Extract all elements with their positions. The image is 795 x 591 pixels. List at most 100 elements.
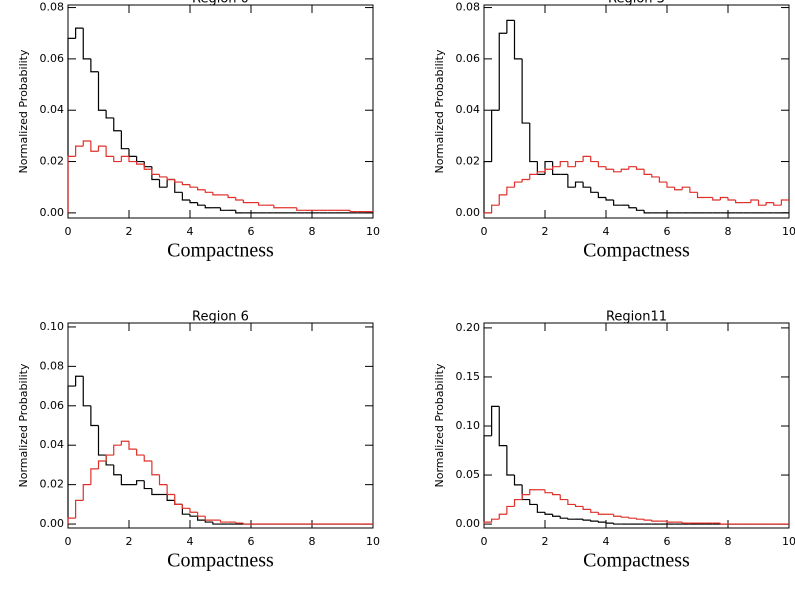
histogram-step [197,187,206,191]
y-tick-label: 0.08 [456,1,481,14]
x-tick-label: 0 [481,535,488,548]
y-tick-label: 0.00 [40,517,65,530]
histogram-step [181,192,190,201]
histogram-step [529,489,538,495]
y-tick-label: 0.00 [456,517,481,530]
histogram-step [681,522,690,524]
histogram-step [544,168,553,172]
histogram-step [235,197,244,201]
histogram-step [136,161,145,165]
histogram-step [128,156,137,163]
x-axis-label: Compactness [167,550,274,572]
histogram-step [128,148,137,158]
chart-title: Region 6 [192,310,249,325]
histogram-step [628,205,637,209]
histogram-step [227,194,236,199]
histogram-step [536,504,545,513]
histogram-step [204,516,213,521]
histogram-step [204,189,213,193]
x-tick-label: 2 [542,225,549,238]
histogram-step [90,468,99,485]
plot-frame [483,4,790,219]
histogram-step [120,440,129,446]
histogram-step [105,454,114,461]
histogram-step [521,484,530,501]
histogram-step [582,519,591,521]
histogram-step [567,174,576,188]
histogram-step [483,521,492,525]
histogram-step [75,499,84,519]
x-tick-label: 0 [65,535,72,548]
histogram-step [97,425,107,456]
histogram-step [273,205,282,209]
histogram-step [158,174,168,178]
histogram-step [590,509,599,513]
histogram-step [597,512,606,515]
histogram-step [552,492,561,496]
histogram-step [567,518,576,520]
histogram-step [613,523,622,525]
histogram-step [735,200,744,204]
histogram-step [582,155,591,162]
histogram-step [628,166,637,170]
histogram-step [204,520,213,523]
histogram-step [67,385,76,525]
histogram-step [128,441,137,450]
histogram-step [574,160,584,167]
y-tick-label: 0.10 [456,419,481,432]
histogram-step [491,405,500,436]
histogram-step [628,517,637,519]
histogram-step [513,20,523,60]
y-tick-label: 0.05 [456,468,481,481]
histogram-step [552,166,561,170]
histogram-step [75,27,84,39]
histogram-step [120,155,129,162]
histogram-step [235,210,244,214]
histogram-step [552,514,561,517]
histogram-step [75,375,84,387]
histogram-step [765,202,774,206]
x-tick-label: 6 [664,225,671,238]
histogram-step [658,176,667,183]
histogram-step [635,166,645,170]
y-tick-label: 0.00 [456,206,481,219]
histogram-step [506,186,515,195]
histogram-step [574,181,584,188]
histogram-step [544,489,553,494]
histogram-step [689,187,698,193]
y-tick-label: 0.02 [456,155,481,168]
histogram-step [120,130,129,150]
histogram-step [189,508,198,513]
histogram-step [82,484,91,501]
histogram-step [506,505,515,515]
histogram-step [498,513,507,520]
histogram-step [242,200,251,204]
histogram-step [719,523,728,525]
y-tick-label: 0.02 [40,478,65,491]
histogram-step [613,200,622,206]
y-tick-label: 0.08 [40,1,65,14]
histogram-step [559,516,568,519]
histogram-step [143,164,152,170]
histogram-step [166,176,175,181]
histogram-step [113,464,122,476]
histogram-step [651,520,660,522]
plot-frame [67,322,374,529]
histogram-step [605,522,614,524]
histogram-step [235,522,244,524]
histogram-step [651,174,660,178]
histogram-step [105,146,114,158]
histogram-step [120,474,129,486]
y-tick-label: 0.06 [40,399,65,412]
histogram-step [567,499,576,506]
histogram-step [635,207,645,211]
x-tick-label: 8 [725,225,732,238]
x-tick-label: 6 [248,225,255,238]
histogram-step [620,516,629,518]
plot-frame [483,322,790,529]
histogram-step [597,192,606,199]
histogram-step [189,200,198,204]
histogram-step [491,204,500,213]
histogram-step [197,516,206,521]
